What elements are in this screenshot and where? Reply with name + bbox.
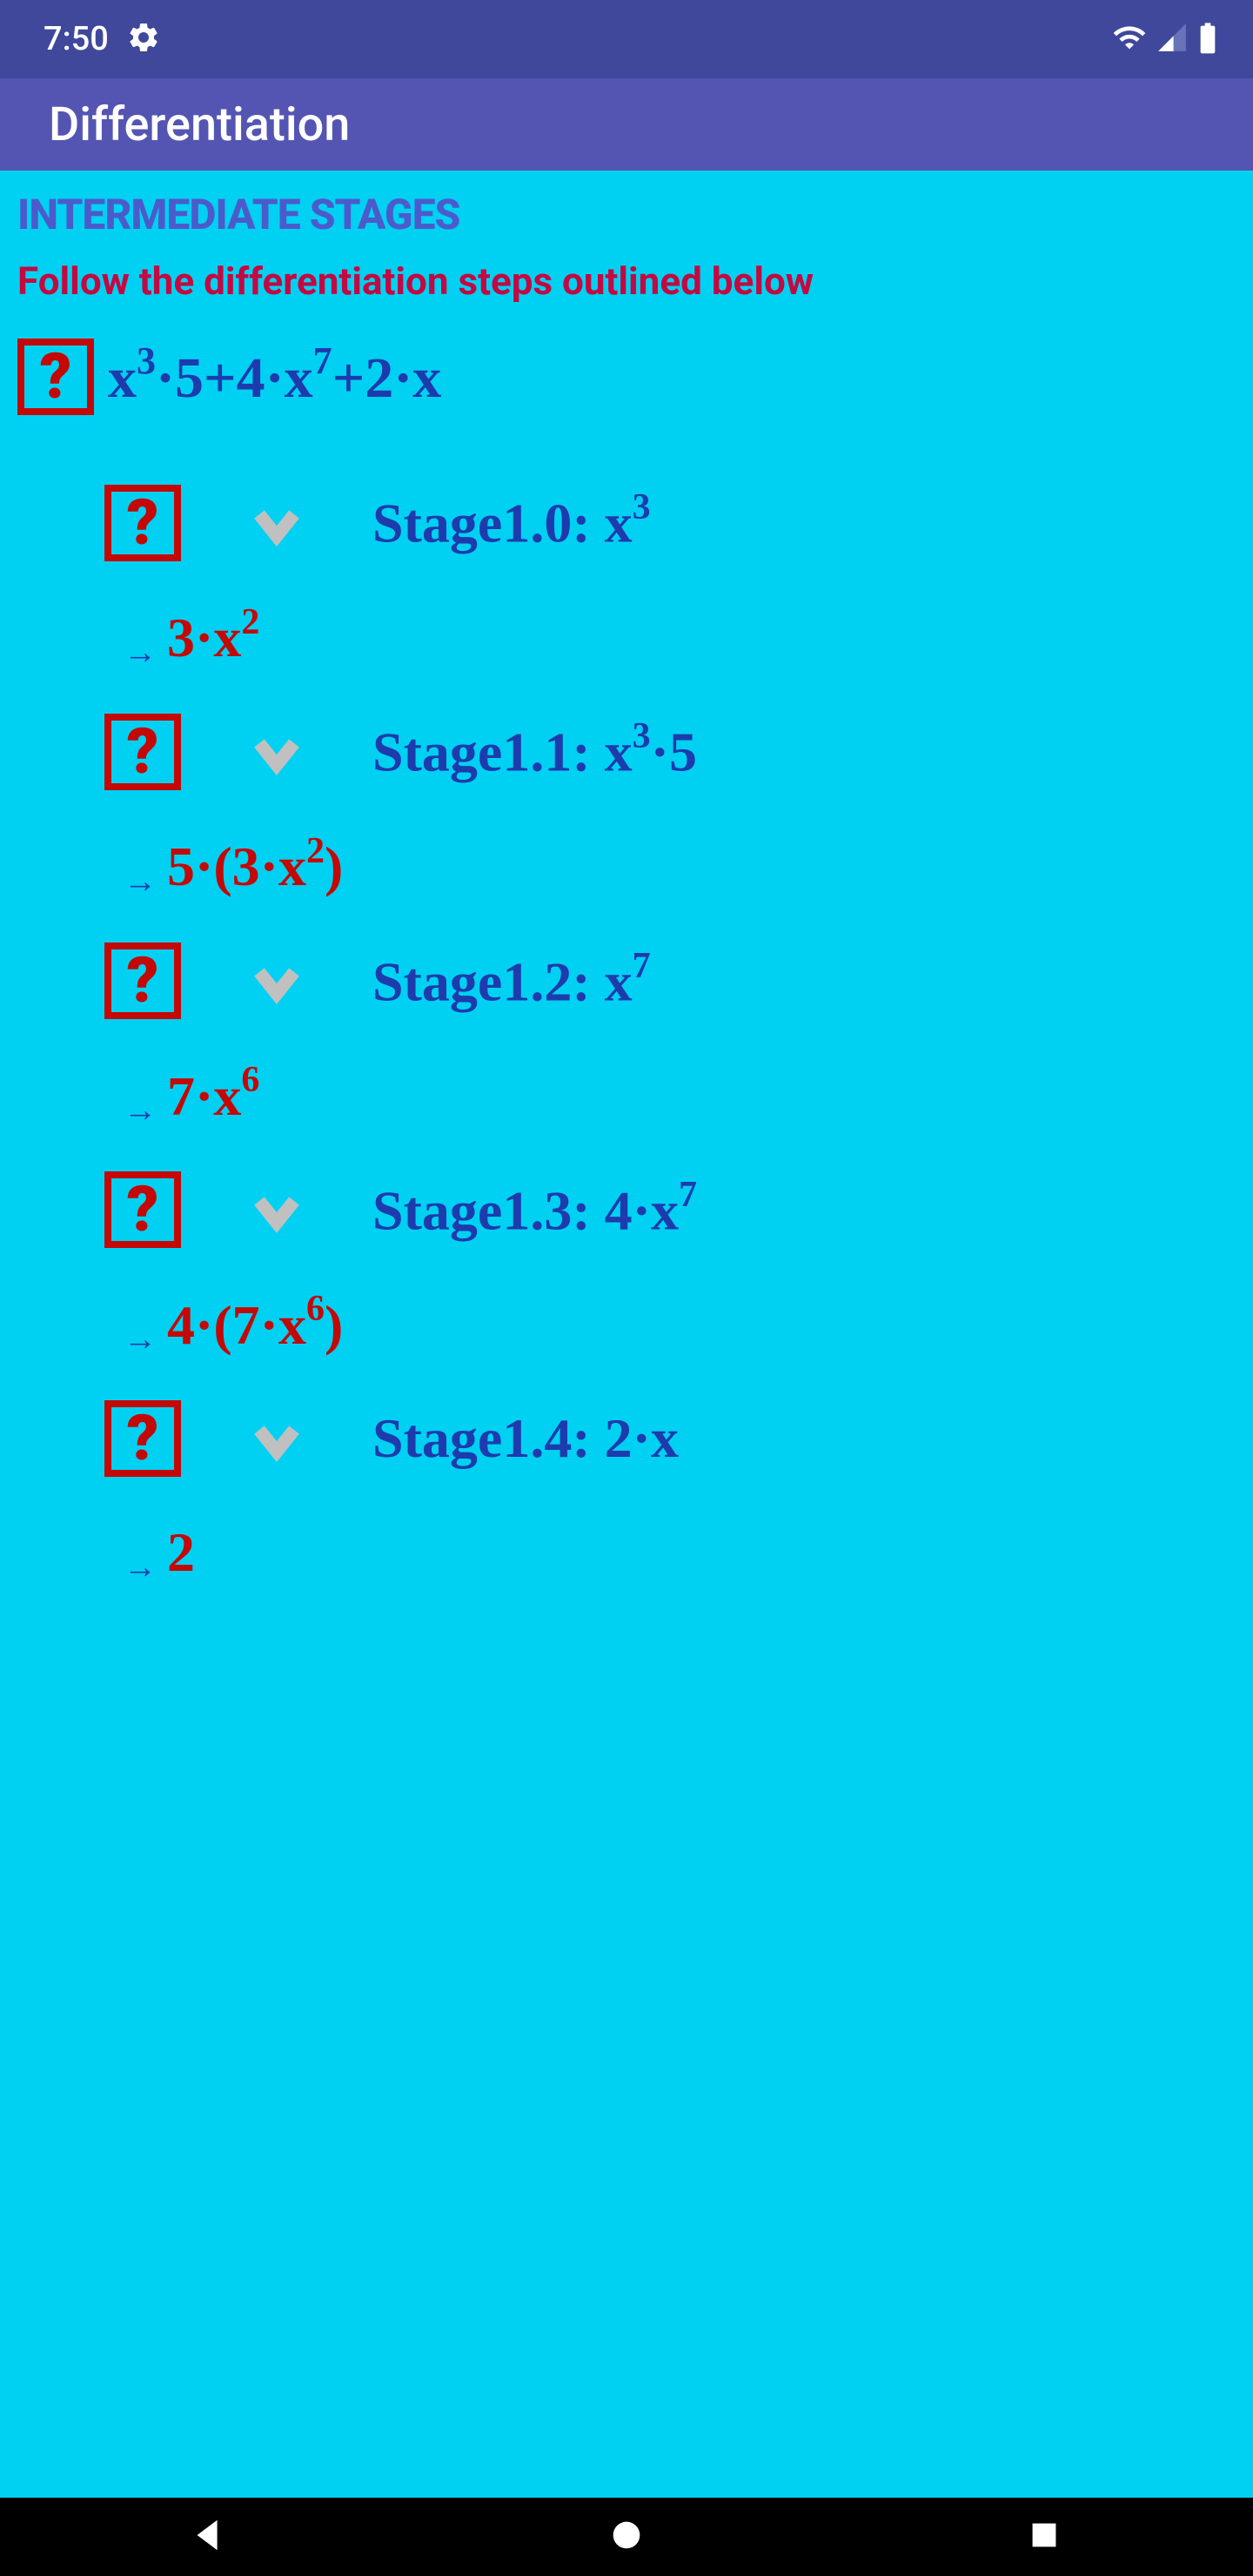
arrow-icon: → — [124, 1548, 157, 1587]
stage-block: ? Stage1.1: x3·5 → 5·(3·x2) — [17, 714, 1236, 901]
stage-header-row[interactable]: ? Stage1.4: 2·x — [17, 1400, 1236, 1477]
help-icon[interactable]: ? — [104, 485, 181, 561]
stage-label: Stage1.0: x3 — [372, 490, 651, 555]
wifi-icon — [1112, 20, 1147, 58]
home-icon[interactable] — [606, 2515, 647, 2559]
stage-result: → 3·x2 — [17, 605, 1236, 672]
recent-apps-icon[interactable] — [1024, 2515, 1064, 2559]
arrow-icon: → — [124, 1320, 157, 1358]
navigation-bar — [0, 2498, 1253, 2576]
stage-result: → 7·x6 — [17, 1063, 1236, 1130]
section-header: INTERMEDIATE STAGES — [17, 190, 1236, 239]
result-expression: 4·(7·x6) — [167, 1294, 343, 1356]
back-icon[interactable] — [189, 2515, 229, 2559]
help-icon[interactable]: ? — [104, 943, 181, 1019]
question-mark-icon: ? — [127, 949, 159, 1012]
problem-row: ? x3·5+4·x7+2·x — [17, 339, 1236, 415]
stage-result: → 4·(7·x6) — [17, 1291, 1236, 1358]
help-icon[interactable]: ? — [104, 1171, 181, 1248]
stage-result: → 5·(3·x2) — [17, 834, 1236, 901]
stage-label: Stage1.4: 2·x — [372, 1406, 679, 1471]
content-area: INTERMEDIATE STAGES Follow the different… — [0, 171, 1253, 2498]
chevron-down-icon — [251, 1184, 303, 1236]
question-mark-icon: ? — [127, 721, 159, 783]
chevron-down-icon — [251, 955, 303, 1007]
stage-header-row[interactable]: ? Stage1.3: 4·x7 — [17, 1171, 1236, 1248]
chevron-down-icon — [251, 1412, 303, 1465]
instruction-text: Follow the differentiation steps outline… — [17, 258, 1236, 304]
battery-icon — [1197, 20, 1218, 58]
arrow-icon: → — [124, 862, 157, 901]
stage-header-row[interactable]: ? Stage1.2: x7 — [17, 943, 1236, 1019]
help-icon[interactable]: ? — [17, 339, 94, 415]
result-expression: 7·x6 — [167, 1065, 259, 1127]
status-right-group — [1112, 20, 1218, 58]
question-mark-icon: ? — [127, 1178, 159, 1241]
stage-label: Stage1.2: x7 — [372, 949, 651, 1014]
stage-block: ? Stage1.4: 2·x → 2 — [17, 1400, 1236, 1587]
help-icon[interactable]: ? — [104, 714, 181, 790]
stage-result: → 2 — [17, 1520, 1236, 1587]
chevron-down-icon — [251, 726, 303, 778]
status-left-group: 7:50 — [44, 20, 161, 58]
stage-block: ? Stage1.2: x7 → 7·x6 — [17, 943, 1236, 1130]
status-time: 7:50 — [44, 20, 109, 58]
question-mark-icon: ? — [127, 492, 159, 554]
stage-block: ? Stage1.0: x3 → 3·x2 — [17, 485, 1236, 672]
result-expression: 2 — [167, 1521, 195, 1583]
status-bar: 7:50 — [0, 0, 1253, 78]
arrow-icon: → — [124, 1091, 157, 1130]
signal-icon — [1156, 21, 1189, 57]
stage-label: Stage1.3: 4·x7 — [372, 1177, 697, 1243]
arrow-icon: → — [124, 634, 157, 672]
app-bar: Differentiation — [0, 78, 1253, 171]
result-expression: 5·(3·x2) — [167, 835, 343, 897]
chevron-down-icon — [251, 497, 303, 549]
stage-block: ? Stage1.3: 4·x7 → 4·(7·x6) — [17, 1171, 1236, 1358]
app-title: Differentiation — [49, 97, 350, 152]
question-mark-icon: ? — [40, 345, 72, 408]
stage-label: Stage1.1: x3·5 — [372, 719, 697, 784]
stage-header-row[interactable]: ? Stage1.0: x3 — [17, 485, 1236, 561]
stage-header-row[interactable]: ? Stage1.1: x3·5 — [17, 714, 1236, 790]
problem-expression: x3·5+4·x7+2·x — [108, 342, 441, 412]
question-mark-icon: ? — [127, 1407, 159, 1470]
result-expression: 3·x2 — [167, 607, 259, 668]
settings-icon — [126, 20, 161, 58]
help-icon[interactable]: ? — [104, 1400, 181, 1477]
